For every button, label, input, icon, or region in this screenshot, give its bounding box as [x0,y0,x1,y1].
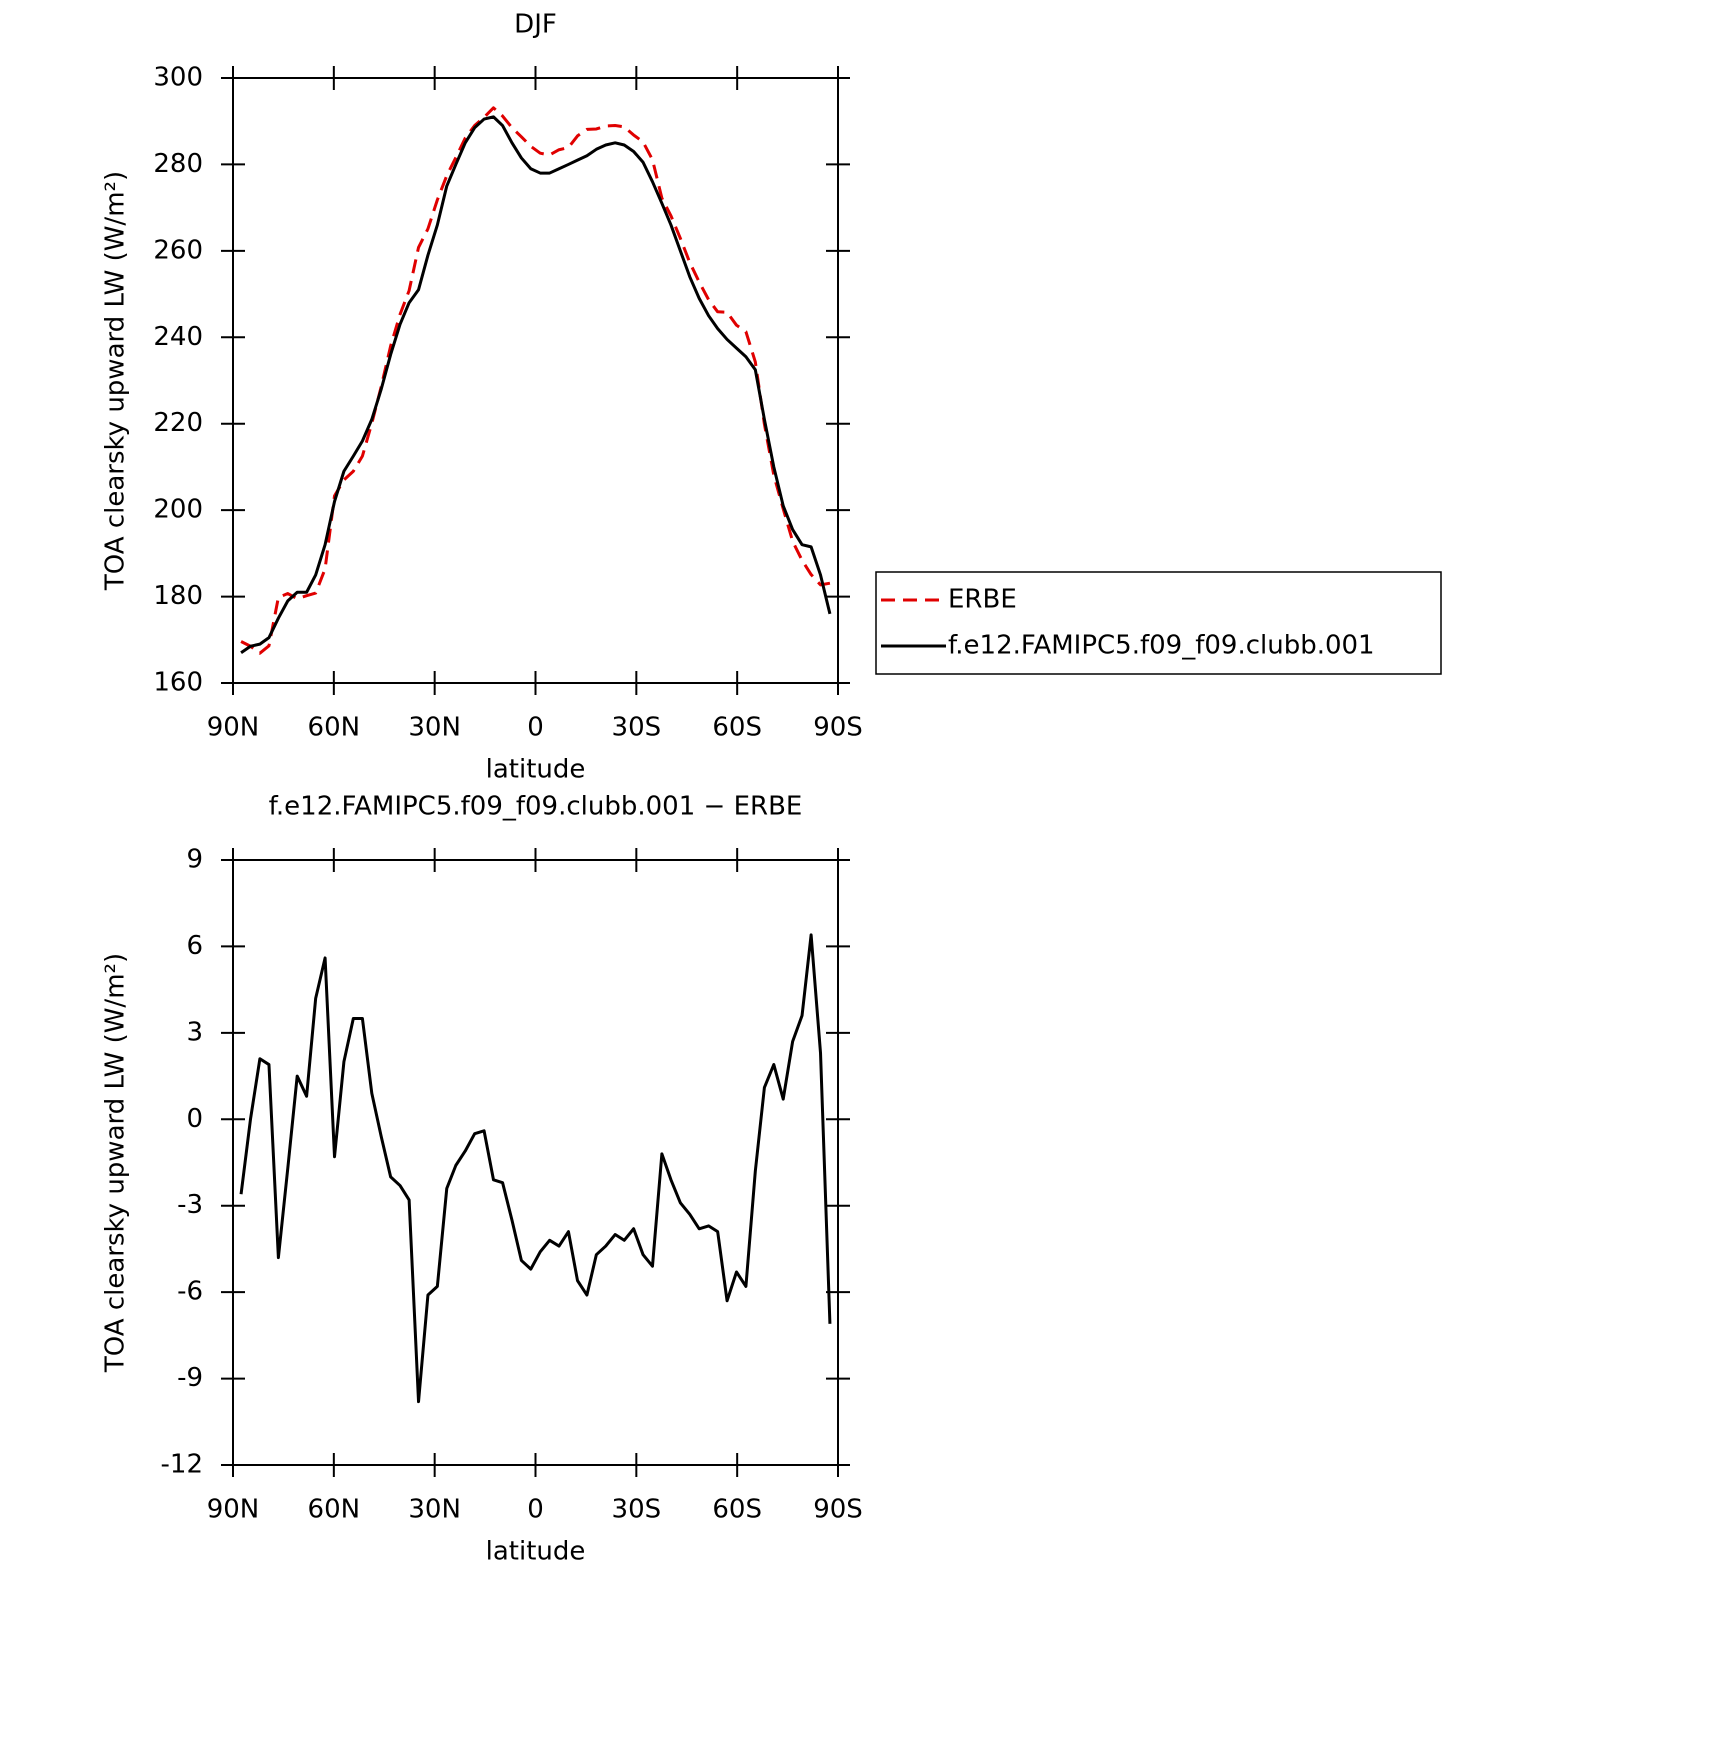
x-tick-label: 60N [308,713,361,743]
y-tick-label: 200 [153,495,203,525]
data-line [240,106,831,655]
x-tick-label: 30N [408,713,461,743]
y-tick-label: 9 [186,845,203,875]
y-tick-label: -6 [177,1277,203,1307]
x-tick-label: 60S [712,1495,762,1525]
data-line [239,933,832,1404]
y-axis-label: TOA clearsky upward LW (W/m²) [101,953,131,1373]
y-tick-label: 220 [153,408,203,438]
y-tick-label: 240 [153,322,203,352]
y-tick-label: 300 [153,63,203,93]
x-tick-label: 60N [308,1495,361,1525]
x-axis-label: latitude [486,1537,586,1567]
x-tick-label: 90S [813,1495,863,1525]
data-line [240,115,832,654]
y-tick-label: 260 [153,235,203,265]
legend-box [875,571,1442,675]
x-tick-label: 90S [813,713,863,743]
y-tick-label: 6 [186,931,203,961]
y-tick-label: 280 [153,149,203,179]
y-tick-label: 0 [186,1104,203,1134]
plot-frame [232,859,839,1466]
legend-label: ERBE [948,585,1017,615]
x-tick-label: 60S [712,713,762,743]
y-tick-label: -12 [161,1450,203,1480]
plot-frame [232,77,839,684]
x-tick-label: 30S [612,1495,662,1525]
chart-title: DJF [514,10,557,40]
x-tick-label: 90N [207,1495,260,1525]
chart-title: f.e12.FAMIPC5.f09_f09.clubb.001 − ERBE [269,792,803,822]
legend-label: f.e12.FAMIPC5.f09_f09.clubb.001 [948,631,1375,661]
x-tick-label: 0 [527,713,544,743]
y-axis-label: TOA clearsky upward LW (W/m²) [101,171,131,591]
y-tick-label: 180 [153,581,203,611]
y-tick-label: -3 [177,1190,203,1220]
y-tick-label: -9 [177,1363,203,1393]
y-tick-label: 160 [153,668,203,698]
x-tick-label: 30N [408,1495,461,1525]
x-tick-label: 0 [527,1495,544,1525]
x-tick-label: 90N [207,713,260,743]
x-axis-label: latitude [486,755,586,785]
x-tick-label: 30S [612,713,662,743]
y-tick-label: 3 [186,1017,203,1047]
